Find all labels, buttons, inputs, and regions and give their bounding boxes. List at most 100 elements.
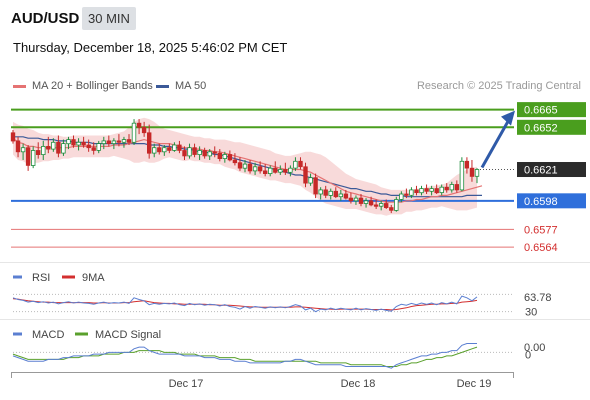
price-panel: 0.6665 0.6652 0.6621 0.6598 0.6577 0.6564 — [0, 102, 590, 263]
candle-body — [172, 144, 177, 151]
candle-body — [273, 167, 278, 173]
candle-body — [303, 166, 308, 184]
candle-body — [474, 169, 480, 177]
candle-body — [81, 141, 86, 146]
candle-body — [131, 122, 137, 143]
candle-body — [394, 199, 399, 211]
candle-body — [86, 144, 91, 149]
candle-body — [121, 139, 127, 143]
time-label-2: Dec 19 — [457, 378, 492, 390]
price-label-0.6652: 0.6652 — [524, 122, 558, 134]
candle-body — [76, 141, 81, 146]
candle-body — [338, 193, 343, 198]
candle-body — [162, 147, 167, 153]
candle-body — [222, 154, 227, 159]
rsi-value-label: 63.78 — [524, 292, 552, 304]
candle-body — [278, 169, 283, 173]
candle-body — [56, 141, 61, 154]
candle-body — [202, 150, 207, 157]
candle-body — [71, 139, 76, 146]
candle-body — [419, 188, 424, 194]
candle-body — [454, 184, 459, 191]
candle-body — [414, 189, 419, 193]
candle-body — [459, 160, 465, 191]
candle-body — [46, 145, 51, 150]
price-tag-bg — [517, 193, 586, 209]
candle-body — [373, 204, 379, 207]
ma50-swatch — [156, 84, 169, 88]
candle-body — [293, 160, 298, 169]
candle-body — [257, 166, 263, 172]
candle-body — [136, 122, 142, 128]
candle-body — [328, 190, 333, 196]
projection-arrow — [480, 118, 511, 169]
candle-body — [358, 197, 364, 204]
candle-body — [323, 189, 328, 196]
candle-body — [217, 152, 222, 159]
candle-body — [126, 139, 132, 143]
price-label-0.6598: 0.6598 — [524, 196, 558, 208]
candle-body — [409, 189, 414, 196]
candle-body — [444, 186, 449, 191]
ma20-label: MA 20 + Bollinger Bands — [32, 80, 153, 92]
time-axis: Dec 17 Dec 18 Dec 19 — [11, 372, 514, 390]
projection-arrowhead — [501, 110, 515, 126]
ma50-line — [13, 136, 482, 198]
symbol-label: AUD/USD — [11, 10, 80, 27]
candle-body — [116, 140, 122, 143]
candle-body — [383, 203, 389, 208]
candle-body — [247, 163, 253, 172]
candle-body — [197, 150, 202, 155]
candle-body — [237, 162, 243, 169]
macd-signal-legend-label: MACD Signal — [95, 329, 161, 341]
candle-body — [404, 193, 409, 196]
candle-body — [227, 154, 233, 161]
candle-body — [151, 147, 157, 154]
candle-body — [318, 189, 323, 195]
price-label-0.6621: 0.6621 — [524, 165, 558, 177]
candle-body — [469, 167, 475, 177]
candle-body — [232, 159, 238, 164]
rsi-line — [12, 295, 478, 313]
candle-body — [192, 147, 197, 155]
chart-header: AUD/USD 30 MIN — [0, 0, 590, 36]
legend-ma20: MA 20 + Bollinger Bands — [13, 80, 153, 92]
candle-body — [343, 193, 349, 199]
candle-body — [187, 147, 192, 157]
candle-body — [157, 147, 162, 153]
ma20-swatch — [13, 84, 26, 88]
price-label-0.6665: 0.6665 — [524, 105, 558, 117]
time-label-0: Dec 17 — [169, 378, 204, 390]
candle-body — [10, 132, 16, 142]
candle-body — [146, 132, 152, 154]
candle-body — [267, 167, 273, 174]
candle-body — [262, 170, 268, 174]
candle-body — [333, 190, 338, 198]
candle-body — [252, 166, 258, 172]
candle-body — [313, 177, 318, 195]
candle-body — [15, 140, 21, 153]
candle-body — [424, 188, 429, 192]
rsi-tick-30: 30 — [525, 307, 537, 319]
candle-body — [283, 169, 288, 173]
price-label-0.6564: 0.6564 — [524, 242, 558, 254]
timeframe-badge[interactable]: 30 MIN — [82, 7, 136, 30]
source-credit: Research © 2025 Trading Central — [416, 80, 581, 92]
macd-tick-0: 0 — [525, 349, 531, 361]
legend-ma50: MA 50 — [156, 80, 206, 92]
candle-body — [106, 140, 111, 144]
candle-body — [141, 126, 147, 134]
price-label-0.6577: 0.6577 — [524, 224, 558, 236]
rsi-panel: RSI 9MA 30 63.78 — [0, 272, 590, 320]
candle-body — [41, 145, 46, 155]
macd-panel: MACD MACD Signal 00.00 — [12, 329, 545, 369]
macd-legend-label: MACD — [32, 329, 64, 341]
price-tag-bg — [517, 119, 586, 135]
candle-body — [167, 147, 172, 151]
rsi-ma-legend-label: 9MA — [82, 272, 105, 284]
candle-body — [308, 177, 313, 184]
candle-body — [111, 140, 117, 144]
candle-body — [434, 188, 439, 194]
candle-body — [368, 200, 374, 206]
